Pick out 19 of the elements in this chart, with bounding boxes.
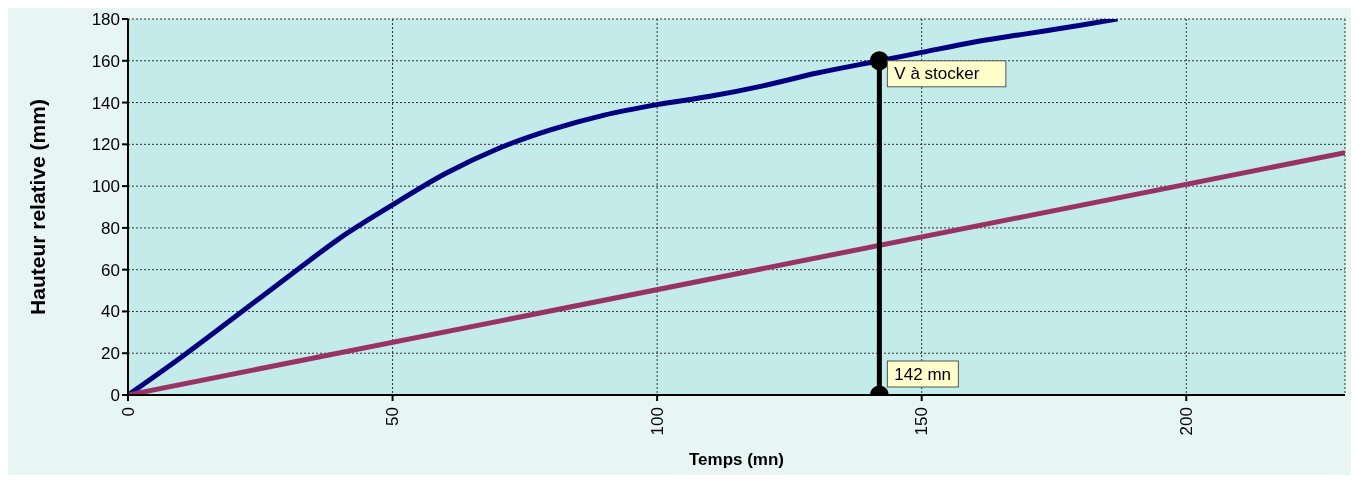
y-tick-label: 160	[91, 51, 120, 71]
y-tick-label: 180	[91, 10, 120, 30]
x-tick-label: 0	[118, 407, 138, 417]
x-axis-title: Temps (mn)	[688, 450, 785, 469]
x-tick-label: 100	[647, 407, 667, 436]
y-axis-title: Hauteur relative (mm)	[26, 99, 50, 315]
annotation: V à stocker	[894, 64, 980, 84]
y-tick-label: 80	[101, 218, 120, 238]
y-tick-label: 0	[110, 386, 120, 406]
x-tick-label: 50	[383, 407, 403, 426]
y-tick-label: 100	[91, 177, 120, 197]
y-tick-label: 120	[91, 135, 120, 155]
annotation: 142 mn	[894, 364, 952, 384]
x-tick-label: 200	[1176, 407, 1196, 436]
x-tick-label: 150	[912, 407, 932, 436]
y-tick-label: 20	[101, 344, 120, 364]
y-tick-label: 40	[101, 302, 120, 322]
y-tick-label: 140	[91, 93, 120, 113]
y-tick-label: 60	[101, 260, 120, 280]
